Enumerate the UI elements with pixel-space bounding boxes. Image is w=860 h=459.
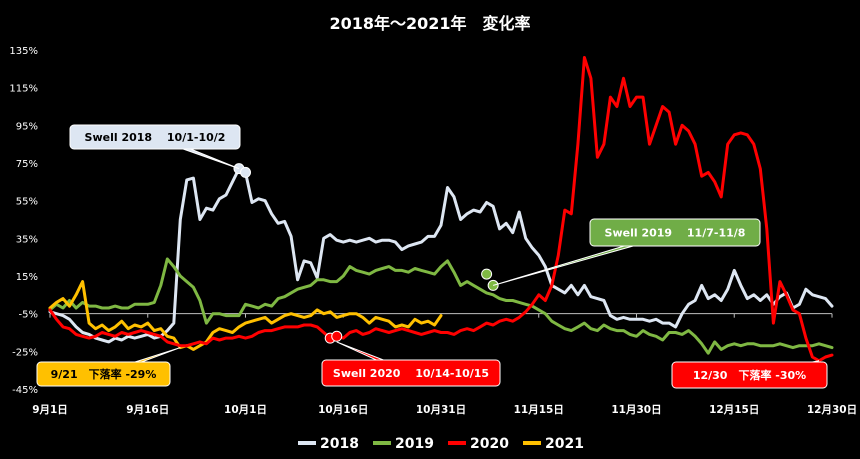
series-2019-line: [48, 257, 834, 355]
x-tick-label: 10月1日: [224, 404, 267, 416]
x-tick-label: 11月15日: [514, 404, 564, 416]
y-tick-label: -45%: [12, 385, 38, 396]
x-tick-label: 12月30日: [807, 404, 857, 416]
legend-2018-label: 2018: [320, 436, 359, 452]
callout-2018-text: Swell 2018 10/1-10/2: [85, 131, 226, 144]
legend-2020-label: 2020: [470, 436, 509, 452]
chart-title: 2018年～2021年 変化率: [329, 14, 530, 33]
y-tick-label: -5%: [19, 310, 38, 321]
callout-2020-box: [321, 359, 501, 387]
annotation-markers: [233, 163, 499, 344]
y-tick-label: 115%: [9, 84, 38, 95]
callout-2018-box: [69, 124, 241, 150]
annotation-marker: [240, 166, 251, 178]
x-tick-label: 11月30日: [611, 404, 661, 416]
series-2018-line: [48, 167, 834, 344]
callout-2019-text: Swell 2019 11/7-11/8: [605, 227, 746, 240]
y-tick-label: 55%: [16, 197, 38, 208]
y-tick-label: 95%: [16, 121, 38, 132]
series-2020-line: [48, 56, 834, 363]
callouts: Swell 2018 10/1-10/2 Swell 2019 11/7-11/8…: [36, 124, 828, 389]
series-2021-line: [48, 280, 443, 351]
x-tick-label: 9月1日: [32, 404, 68, 416]
callout-2021-box: [36, 361, 171, 387]
legend: 2018 2019 2020 2021: [298, 436, 584, 452]
x-tick-label: 9月16日: [126, 404, 169, 416]
annotation-marker: [481, 268, 493, 280]
annotation-marker: [331, 330, 343, 342]
x-axis: 9月1日 9月16日 10月1日 10月16日 10月31日 11月15日 11月30日 12…: [32, 313, 857, 416]
y-tick-label: -25%: [12, 347, 38, 358]
legend-2021-label: 2021: [545, 436, 584, 452]
y-tick-label: 35%: [16, 234, 38, 245]
x-tick-label: 10月31日: [416, 404, 466, 416]
y-tick-label: 135%: [9, 46, 38, 57]
callout-2020-text: Swell 2020 10/14-10/15: [333, 367, 489, 380]
series-lines: [48, 56, 834, 363]
callout-2019-box: [589, 218, 761, 247]
y-axis: 135% 115% 95% 75% 55% 35% 15% -5% -25% -45%: [9, 46, 38, 396]
callout-2020-end-text: 12/30 下落率 -30%: [693, 368, 806, 382]
x-tick-label: 12月15日: [709, 404, 759, 416]
y-tick-label: 15%: [16, 272, 38, 283]
y-tick-label: 75%: [16, 159, 38, 170]
callout-2020-end-box: [671, 361, 828, 389]
x-tick-label: 10月16日: [318, 404, 368, 416]
callout-2021-text: 9/21 下落率 -29%: [51, 367, 157, 381]
legend-2019-label: 2019: [395, 436, 434, 452]
